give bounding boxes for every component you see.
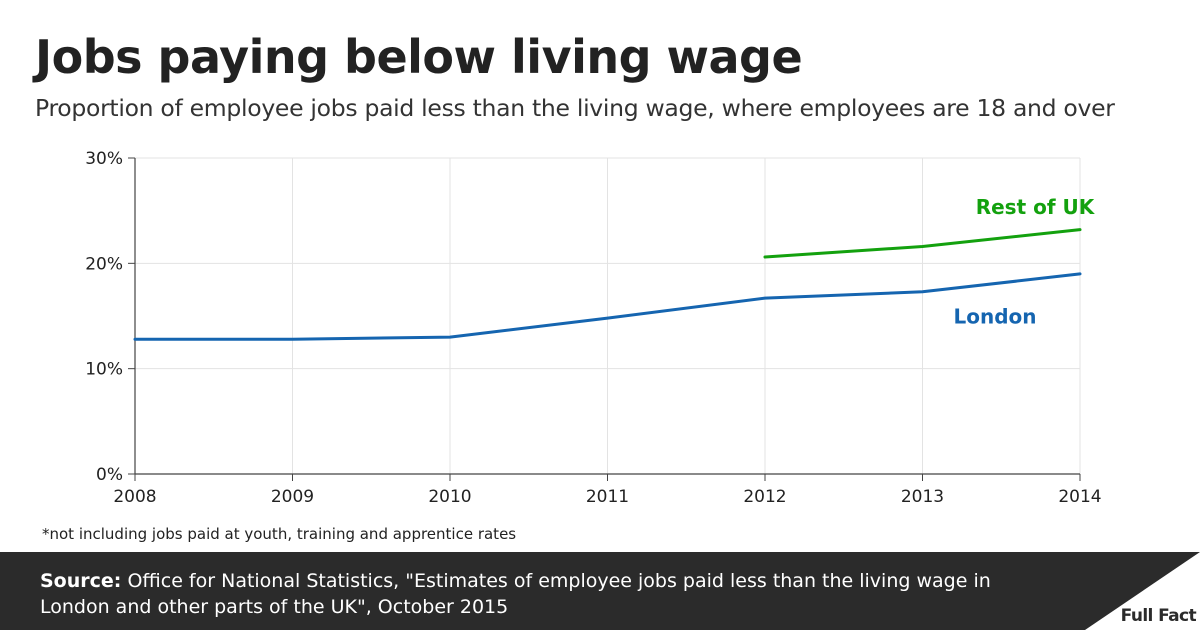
page-title: Jobs paying below living wage (35, 30, 803, 84)
logo-triangle-icon (1085, 552, 1200, 630)
y-tick-label: 10% (85, 360, 123, 380)
x-tick-label: 2012 (743, 487, 786, 507)
y-tick-label: 20% (85, 254, 123, 274)
series-labels: London Rest of UK (953, 195, 1095, 329)
x-tick-label: 2014 (1058, 487, 1101, 507)
source-citation: Source: Office for National Statistics, … (40, 568, 1040, 620)
series-lines (133, 228, 1082, 341)
x-tick-label: 2009 (271, 487, 314, 507)
footnote: *not including jobs paid at youth, train… (42, 525, 517, 543)
source-label: Source: (40, 570, 122, 592)
logo-text: Full Fact (1120, 606, 1197, 626)
x-tick-label: 2011 (586, 487, 629, 507)
full-fact-logo: Full Fact (1085, 552, 1200, 630)
x-tick-label: 2010 (428, 487, 471, 507)
source-footer: Source: Office for National Statistics, … (0, 552, 1200, 630)
x-tick-label: 2013 (901, 487, 944, 507)
series-label-london: London (953, 304, 1036, 328)
grid-lines (134, 157, 1081, 474)
y-tick-label: 0% (96, 465, 123, 485)
series-label-rest-of-uk: Rest of UK (976, 195, 1096, 219)
y-tick-label: 30% (85, 149, 123, 169)
series-line-rest-of-uk (763, 228, 1082, 259)
page-subtitle: Proportion of employee jobs paid less th… (35, 94, 1115, 122)
series-line-london (133, 272, 1082, 341)
axes: 0% 10% 20% 30% 2008 2009 2010 2011 2012 2013 2014 (85, 149, 1101, 507)
line-chart: 0%10%20%30%2008 2009 2010 2011 2012 2013 2014 … (85, 149, 1101, 507)
source-text: Office for National Statistics, "Estimat… (40, 570, 991, 618)
x-tick-label: 2008 (113, 487, 156, 507)
